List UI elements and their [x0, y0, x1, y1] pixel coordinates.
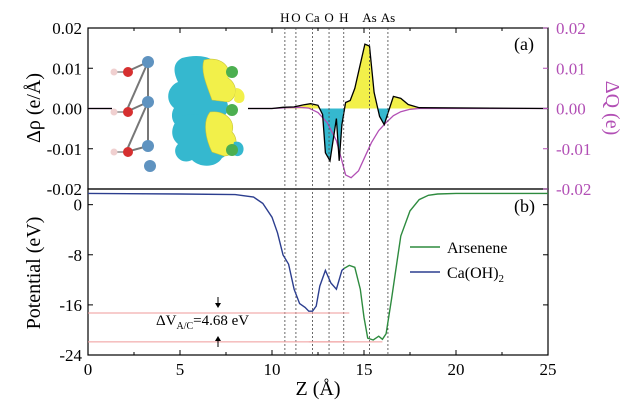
- potential-step-annotation: ΔVA/C=4.68 eV: [156, 297, 249, 347]
- y-tick-label-left: 0.02: [52, 19, 82, 38]
- x-tick-label: 15: [356, 360, 373, 379]
- annotation-value: =4.68 eV: [193, 313, 249, 329]
- svg-text:ΔVA/C=4.68 eV: ΔVA/C=4.68 eV: [156, 313, 249, 332]
- y-tick-label-right: 0.01: [556, 59, 586, 78]
- panel-b-y-axis-title: Potential (eV): [23, 217, 45, 330]
- legend-label-caoh2: Ca(OH)2: [447, 265, 504, 285]
- atom-layer-label: As: [362, 10, 376, 25]
- panel-a-label: (a): [514, 34, 534, 55]
- panel-b-label: (b): [514, 196, 535, 217]
- x-tick-label: 5: [176, 360, 185, 379]
- x-tick-label: 25: [540, 360, 557, 379]
- potential-curve: [88, 192, 345, 312]
- y-tick-label: -24: [59, 346, 82, 365]
- atom-layer-label: H: [280, 10, 289, 25]
- atom-layer-label: O: [324, 10, 333, 25]
- potential-curve: [343, 192, 548, 341]
- annotation-delta-v: ΔV: [156, 313, 177, 329]
- y-tick-label-left: 0.00: [52, 100, 82, 119]
- annotation-subscript: A/C: [176, 321, 193, 332]
- delta-q-curve: [88, 106, 548, 179]
- atom-layer-label: H: [339, 10, 348, 25]
- x-axis-title: Z (Å): [296, 378, 341, 400]
- y-tick-label-right: -0.01: [556, 140, 591, 159]
- y-tick-label-right: 0.02: [556, 19, 586, 38]
- delta-rho-curve: [88, 43, 548, 163]
- atom-layer-label: O: [291, 10, 300, 25]
- x-tick-label: 20: [448, 360, 465, 379]
- panel-a-left-axis-title: Δρ (e/Å): [23, 73, 45, 143]
- y-tick-label: -8: [68, 246, 82, 265]
- x-tick-label: 10: [264, 360, 281, 379]
- legend-label-arsenene: Arsenene: [447, 240, 507, 257]
- charge-density-isosurface-inset: [110, 52, 248, 172]
- atom-layer-label: Ca: [305, 10, 320, 25]
- atom-layer-label: As: [381, 10, 395, 25]
- y-tick-label-left: -0.02: [47, 180, 82, 199]
- y-tick-label-left: 0.01: [52, 59, 82, 78]
- y-tick-label-left: -0.01: [47, 140, 82, 159]
- y-tick-label-right: -0.02: [556, 180, 591, 199]
- legend: Arsenene Ca(OH)2: [410, 240, 507, 285]
- y-tick-label-right: 0.00: [556, 100, 586, 119]
- y-tick-label: -16: [59, 296, 82, 315]
- x-tick-label: 0: [84, 360, 93, 379]
- y-tick-label: 0: [74, 196, 83, 215]
- panel-a-right-axis-title: ΔQ (e): [601, 81, 623, 136]
